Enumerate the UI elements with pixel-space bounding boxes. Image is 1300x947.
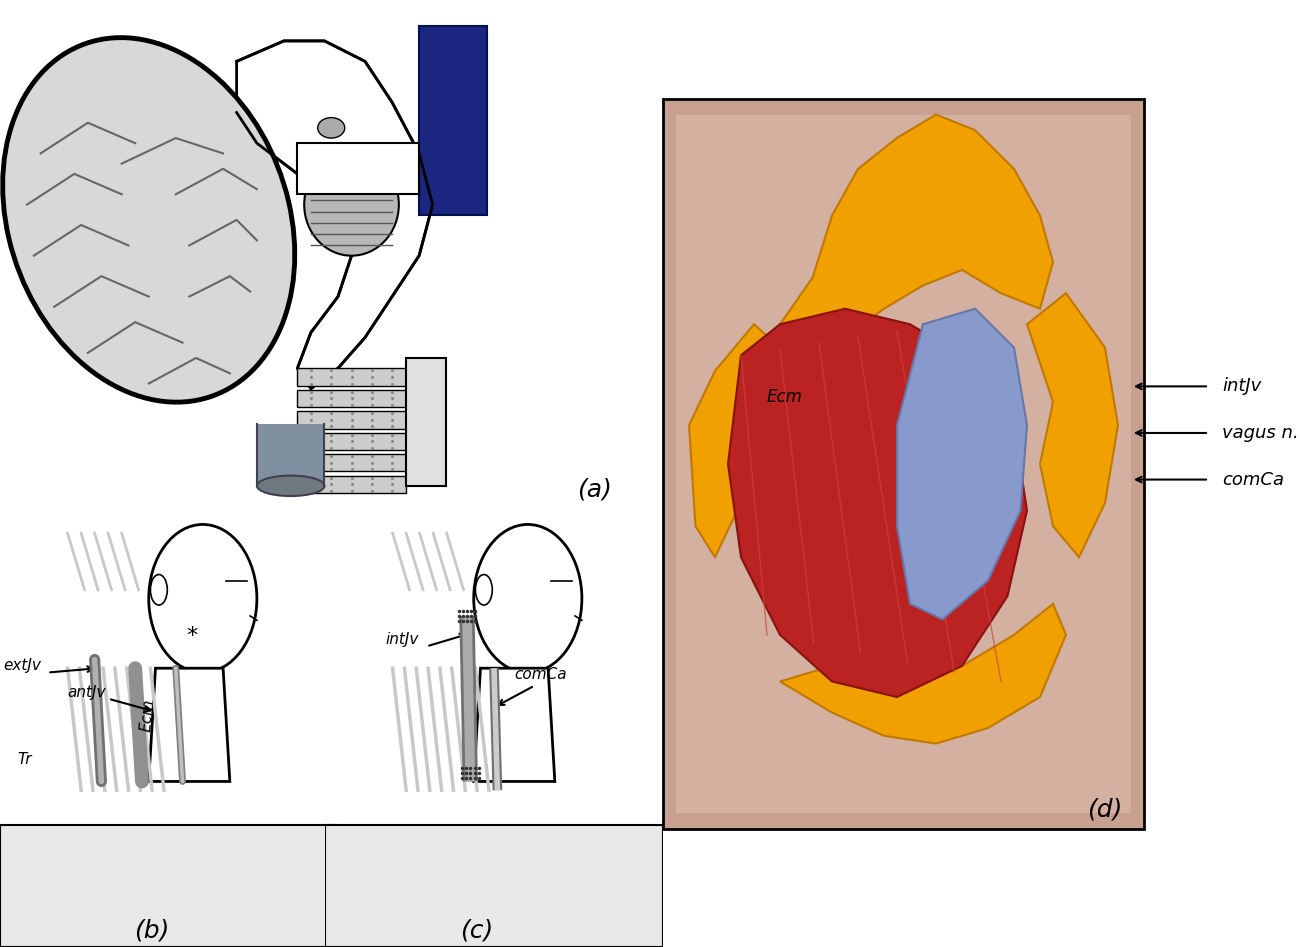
Text: (a): (a): [577, 477, 612, 501]
Ellipse shape: [151, 575, 168, 605]
Ellipse shape: [148, 525, 257, 672]
Ellipse shape: [473, 525, 582, 672]
Polygon shape: [676, 115, 1131, 813]
Text: antJv: antJv: [68, 685, 107, 700]
Polygon shape: [257, 424, 325, 486]
Polygon shape: [298, 433, 406, 450]
Polygon shape: [689, 324, 780, 557]
Polygon shape: [780, 115, 1053, 348]
Polygon shape: [298, 475, 406, 493]
Polygon shape: [237, 41, 433, 388]
Polygon shape: [298, 143, 419, 194]
Ellipse shape: [304, 153, 399, 256]
Ellipse shape: [476, 575, 493, 605]
Text: (c): (c): [460, 919, 494, 942]
Text: extJv: extJv: [4, 658, 42, 673]
Polygon shape: [148, 669, 230, 781]
Text: (b): (b): [134, 919, 170, 942]
Ellipse shape: [3, 38, 295, 402]
Polygon shape: [406, 358, 446, 486]
Polygon shape: [325, 825, 663, 947]
Text: comCa: comCa: [1222, 471, 1284, 489]
Polygon shape: [728, 309, 1027, 697]
Polygon shape: [298, 368, 406, 385]
Polygon shape: [298, 411, 406, 429]
Ellipse shape: [257, 475, 325, 496]
Text: (d): (d): [1087, 797, 1123, 821]
Text: vagus n.: vagus n.: [1222, 424, 1299, 442]
Text: Tr: Tr: [17, 752, 31, 767]
Text: Ecm: Ecm: [139, 698, 156, 732]
Text: Ecm: Ecm: [767, 388, 803, 406]
Polygon shape: [298, 455, 406, 472]
Ellipse shape: [317, 117, 344, 138]
Polygon shape: [1027, 294, 1118, 557]
Polygon shape: [780, 604, 1066, 743]
Text: intJv: intJv: [386, 633, 419, 647]
Polygon shape: [663, 99, 1144, 829]
Polygon shape: [298, 389, 406, 407]
Text: comCa: comCa: [515, 667, 567, 682]
Polygon shape: [419, 26, 486, 215]
Polygon shape: [897, 309, 1027, 619]
Text: *: *: [186, 626, 198, 646]
Polygon shape: [0, 825, 338, 947]
Polygon shape: [473, 669, 555, 781]
Text: intJv: intJv: [1222, 377, 1261, 396]
